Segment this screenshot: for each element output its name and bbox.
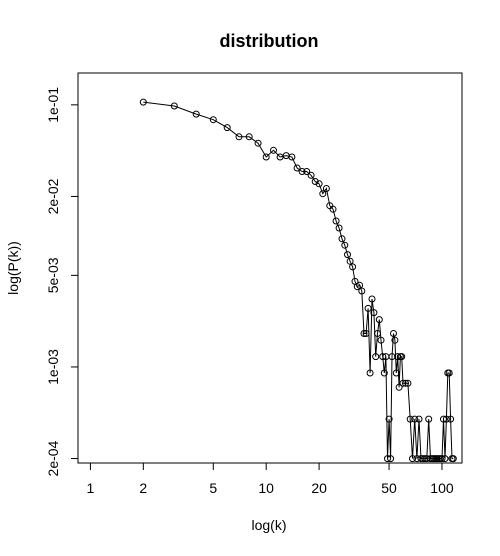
data-point	[449, 455, 457, 463]
data-point	[366, 369, 374, 377]
data-point	[419, 455, 427, 463]
data-point	[358, 287, 366, 295]
y-axis: 2e-04 1e-03 5e-03 2e-02 1e-01	[45, 87, 79, 476]
data-point	[394, 353, 402, 361]
data-point	[245, 133, 253, 141]
data-point	[364, 304, 372, 312]
plot-frame	[77, 72, 463, 464]
data-point	[303, 168, 311, 175]
data-point	[390, 330, 397, 337]
data-point	[192, 110, 200, 118]
x-tick-label: 2	[139, 480, 147, 496]
data-point	[375, 316, 383, 324]
data-point	[415, 415, 423, 423]
y-tick-label: 5e-03	[45, 257, 61, 293]
data-point	[335, 224, 343, 232]
x-tick-label: 1	[87, 480, 95, 496]
data-point	[346, 257, 354, 265]
data-point	[170, 102, 178, 110]
data-point	[341, 241, 349, 249]
data-point	[438, 455, 446, 463]
data-point	[338, 235, 346, 243]
data-point	[329, 205, 337, 213]
data-point	[349, 263, 357, 271]
data-point	[262, 153, 270, 161]
data-point	[139, 98, 147, 106]
x-tick-label: 50	[381, 480, 397, 496]
data-point	[399, 379, 407, 387]
data-point	[447, 415, 455, 423]
y-tick-label: 2e-02	[45, 178, 61, 214]
data-point	[391, 336, 399, 344]
data-point	[384, 455, 391, 463]
data-point	[332, 217, 340, 225]
data-point	[319, 190, 327, 198]
data-point	[270, 146, 277, 154]
data-point	[402, 379, 409, 387]
data-point	[392, 369, 400, 377]
data-point	[440, 415, 447, 423]
data-point	[445, 369, 453, 377]
data-point	[322, 185, 330, 192]
data-point	[441, 455, 449, 463]
x-tick-label: 20	[311, 480, 327, 496]
data-point	[377, 336, 385, 344]
series	[139, 98, 457, 463]
data-point	[235, 133, 243, 141]
x-axis-label: log(k)	[251, 517, 286, 533]
data-point	[423, 455, 431, 463]
data-point	[315, 180, 323, 188]
data-point	[406, 415, 414, 423]
data-point	[398, 353, 406, 361]
chart-title: distribution	[220, 31, 319, 51]
x-tick-label: 5	[209, 480, 217, 496]
data-point	[387, 455, 395, 463]
data-point	[360, 330, 368, 337]
y-axis-label: log(P(k))	[5, 241, 21, 295]
data-point	[293, 164, 301, 172]
x-tick-label: 100	[430, 480, 454, 496]
data-point	[209, 116, 217, 124]
data-point	[307, 171, 315, 179]
data-point	[368, 295, 376, 303]
data-point	[372, 353, 380, 361]
data-point	[362, 330, 370, 337]
x-tick-label: 10	[258, 480, 274, 496]
data-point	[380, 369, 388, 377]
data-point	[344, 251, 351, 259]
data-point	[395, 383, 403, 391]
data-point	[409, 455, 416, 463]
data-point	[442, 415, 450, 423]
series-line	[143, 101, 454, 460]
data-point	[298, 168, 306, 175]
data-point	[425, 415, 433, 423]
data-point	[385, 415, 393, 423]
data-point	[370, 309, 378, 317]
data-point	[411, 415, 419, 423]
data-point	[404, 379, 412, 387]
data-point	[379, 353, 387, 361]
data-point	[288, 153, 296, 161]
data-point	[311, 178, 319, 185]
x-axis: 1 2 5 10 20 50 100	[87, 462, 454, 496]
data-point	[254, 139, 262, 147]
y-tick-label: 1e-03	[45, 349, 61, 385]
data-point	[374, 330, 381, 337]
y-tick-label: 1e-01	[45, 87, 61, 123]
y-tick-label: 2e-04	[45, 440, 61, 476]
data-point	[223, 124, 231, 132]
